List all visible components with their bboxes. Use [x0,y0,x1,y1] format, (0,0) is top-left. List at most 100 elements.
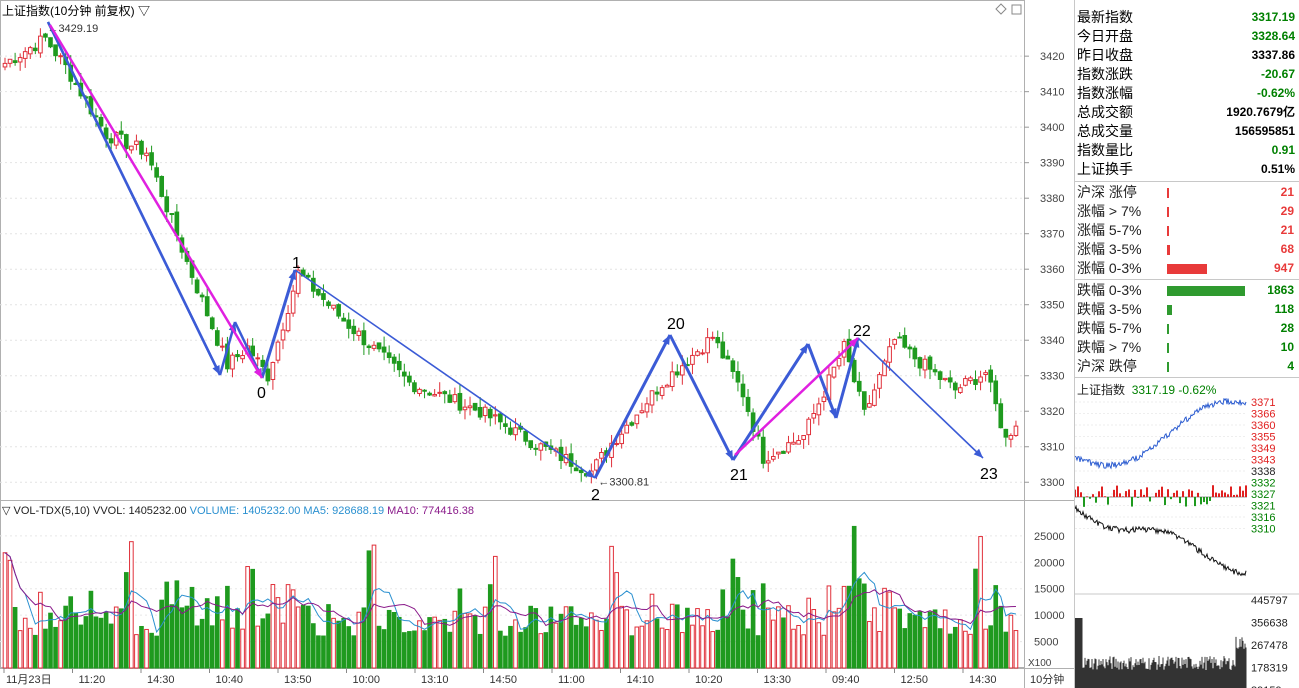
time-tick-label: 14:30 [147,674,175,686]
candle-body [381,346,387,353]
wave-arrow [593,334,672,479]
quote-value: 3317.19 [1251,10,1295,24]
candle-body [447,394,453,403]
volume-bar [892,607,897,669]
mini-price: 3317.19 [1131,383,1176,397]
candle-body [669,371,675,388]
quote-row: 上证换手 0.51% [1077,160,1297,179]
candle-body [786,442,791,453]
volume-bar [669,603,675,669]
candle-body [503,423,508,427]
breadth-count: 21 [1280,185,1294,199]
breadth-row: 跌幅 5-7% 28 [1077,319,1297,338]
breadth-row: 涨幅 0-3% 947 [1077,259,1297,278]
volume-bar [947,633,953,669]
volume-bar [518,631,523,669]
time-tick-label: 14:30 [969,674,997,686]
mini-avg-line [1075,504,1247,577]
candle-body [452,394,458,403]
volume-bar [755,635,761,669]
candle-body [311,277,316,292]
volume-bar [917,611,923,669]
volume-bar [376,625,382,669]
volume-bar [1003,631,1009,669]
wave-arrow [857,337,984,459]
candle-body [462,406,468,411]
candle-body [573,467,579,472]
candle-body [295,269,301,294]
volume-bar [321,635,326,669]
mini-intraday-chart[interactable]: 3371336633603355334933433338333233273321… [1075,398,1299,688]
volume-bar [452,610,458,669]
volume-bar [235,608,240,669]
wave-label: 23 [980,466,998,483]
volume-bar [654,618,660,669]
volume-bar [255,625,261,669]
mini-axis-label: 3327 [1251,489,1275,501]
volume-bar [457,588,463,669]
breadth-count: 118 [1274,302,1294,316]
candle-body [978,376,983,383]
volume-bar [58,620,63,669]
candle-body [53,44,58,57]
price-tick-label: 3310 [1040,442,1064,454]
time-tick-label: 11月23日 [6,674,52,686]
wave-arrow-head [725,450,733,460]
volume-bar [988,625,993,669]
candle-body [624,424,630,434]
volume-bar [887,591,892,669]
volume-bar [740,609,746,669]
candle-body [715,336,721,344]
chart-title[interactable]: 上证指数(10分钟 前复权) ▽ [2,4,151,18]
volume-bar [680,632,685,669]
volume-bar [806,597,812,669]
quote-value: 3337.86 [1251,48,1295,62]
volume-bar [998,605,1004,669]
mini-vol-axis-label: 89159 [1251,685,1282,688]
volume-bar [447,631,453,669]
candle-body [432,393,437,397]
breadth-bar [1167,362,1169,372]
volume-tick-label: 25000 [1034,531,1065,543]
quote-label: 指数涨跌 [1077,66,1133,82]
wave-arrow [260,269,297,379]
candle-body [27,47,33,55]
mini-axis-label: 3366 [1251,409,1275,421]
price-tick-label: 3360 [1040,264,1064,276]
candle-body [98,116,104,127]
candle-body [12,60,18,64]
mini-axis-label: 3321 [1251,501,1275,513]
volume-bar [841,585,847,669]
volume-bar [68,596,74,669]
breadth-label: 跌幅 > 7% [1077,339,1142,355]
volume-bar [765,607,771,669]
volume-bar [902,628,908,669]
candle-body [260,359,266,367]
kline-chart[interactable]: 3420 3410 3400 3390 3380 3370 3360 3350 3340 3330… [0,0,1074,688]
mini-price-line [1075,398,1247,470]
volume-bar [204,598,210,669]
volume-bar [634,626,640,669]
mini-axis-label: 3349 [1251,443,1275,455]
candle-body [305,274,311,278]
divider [1075,279,1299,280]
price-tick-label: 3420 [1040,51,1064,63]
breadth-bar [1167,343,1169,353]
price-tick-label: 3380 [1040,193,1064,205]
candle-body [710,336,715,339]
volume-bar [932,609,938,669]
volume-bar [270,584,276,669]
candle-body [760,436,766,464]
volume-bar [690,624,695,669]
volume-bar [487,584,493,669]
breadth-label: 跌幅 0-3% [1077,282,1142,298]
candle-body [43,33,48,38]
candle-body [442,391,448,395]
chart-frame [0,0,1025,668]
volume-tick-label: 5000 [1034,637,1058,649]
volume-bar [407,631,412,669]
volume-bar [846,585,852,669]
candle-body [861,391,867,410]
candle-body [396,360,402,371]
volume-bar [735,577,741,669]
